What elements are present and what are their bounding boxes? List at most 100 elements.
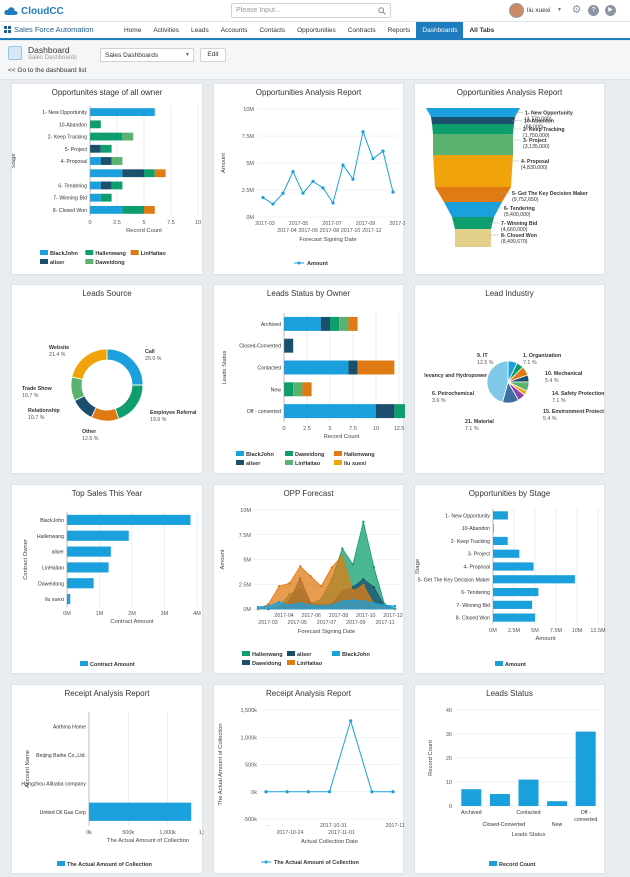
slice-pct: 12.5 % (477, 360, 494, 366)
brand-logo[interactable]: CloudCC (4, 4, 64, 18)
nav-tab-opportunities[interactable]: Opportunities (297, 27, 336, 34)
chart-card-c11[interactable]: Receipt Analysis Report -500k 0k 500k 1,000k… (213, 684, 405, 874)
bar-record-count (518, 779, 539, 806)
top-bar: CloudCC Please Input... liu xuexi ▼ ⚙ ? … (0, 0, 630, 22)
x-tick-label: 2017-04 (277, 228, 296, 234)
user-menu-chevron-icon[interactable]: ▼ (557, 7, 562, 13)
play-icon[interactable]: ▶ (605, 5, 616, 16)
bar-hallenwang (100, 193, 112, 202)
chart-card-c6[interactable]: Lead Industry 1. Organization 7.1 % 10. Mec… (414, 284, 605, 474)
bar-hallenwang (302, 382, 312, 397)
data-point (393, 604, 397, 608)
x-tick-label: 500k (122, 830, 134, 836)
chart-title: Receipt Analysis Report (266, 689, 351, 698)
dashboard-select[interactable]: Sales Dashboards ▼ (100, 48, 194, 62)
x-tick-label: 10M (572, 628, 583, 634)
bar-blackjohn (90, 169, 123, 178)
x-tick-label: 2M (128, 611, 136, 617)
data-point (331, 201, 335, 205)
chart-card-c7[interactable]: Top Sales This Year 0M 1M 2M 3M 4M BlackJohn Ha… (11, 484, 203, 674)
slice-label-levancy-and-hydropower: levancy and Hydropower (424, 373, 487, 379)
y-tick-label: 20 (446, 756, 452, 762)
chart-c3: 1- New Opportunity(1,770,000)10-Abandon(… (426, 108, 588, 247)
help-icon[interactable]: ? (588, 5, 599, 16)
y-axis-label: Record Count (428, 740, 434, 776)
x-tick-label: 2017-11 (375, 620, 394, 626)
data-point (301, 191, 305, 195)
chart-card-c9[interactable]: Opportunities by Stage 0M 2.5M 5M 7.5M 10M 12.… (414, 484, 606, 674)
data-point (341, 599, 344, 603)
nav-tab-contacts[interactable]: Contacts (259, 27, 286, 34)
nav-tab-dashboards[interactable]: Dashboards (416, 22, 464, 40)
series-line-the-actual-amount-of-collection (266, 719, 393, 793)
nav-tab-home[interactable]: Home (124, 27, 142, 34)
legend-label-amount: Amount (307, 261, 328, 267)
chart-card-c3[interactable]: Opportunities Analysis Report 1- New Oppo… (414, 83, 605, 275)
x-tick-label: 0 (88, 220, 91, 226)
avatar[interactable] (509, 3, 524, 18)
y-tick-label: 7.5M (242, 134, 255, 140)
data-point (298, 565, 302, 568)
y-tick-label: 10-Abandon (59, 122, 87, 128)
y-axis-label: Amount (220, 549, 226, 569)
x-tick-label: 0M (489, 628, 497, 634)
chart-card-c8[interactable]: OPP Forecast 0M 2.5M 5M 7.5M 10M 2017-04 2017-0… (213, 484, 404, 674)
y-tick-label: Daweidong (38, 581, 64, 587)
slice-trade-show (70, 376, 86, 402)
nav-tab-leads[interactable]: Leads (191, 27, 209, 34)
x-tick-label: Off - (581, 810, 591, 816)
chart-card-c5[interactable]: Leads Status by Owner 0 2.5 5 7.5 10 12.5 Archi… (213, 284, 405, 474)
y-axis-label: Contract Owner (23, 539, 29, 580)
chart-card-c2[interactable]: Opportunities Analysis Report 0M 2.5M 5M 7.5… (213, 83, 405, 275)
x-tick-label: 2017-10 (356, 613, 375, 619)
x-axis-label: Record Count (324, 434, 360, 440)
gear-icon[interactable]: ⚙ (571, 4, 582, 16)
bar-amount (493, 575, 575, 584)
chart-title: Top Sales This Year (71, 489, 143, 498)
nav-tab-all-tabs[interactable]: All Tabs (469, 27, 495, 34)
bar-hallenwang (348, 316, 358, 331)
legend-label-linhaitao: LinHaitao (295, 461, 321, 467)
y-tick-label: 7- Winning Bid (53, 196, 87, 202)
nav-tab-activities[interactable]: Activities (153, 27, 179, 34)
bar-daweidong (122, 132, 134, 141)
legend-swatch-contract-amount (80, 661, 88, 666)
data-point (362, 520, 365, 524)
nav-tab-contracts[interactable]: Contracts (347, 27, 376, 34)
nav-tab-reports[interactable]: Reports (387, 27, 411, 34)
data-point (298, 601, 302, 605)
y-tick-label: Off - converted (247, 409, 281, 415)
data-point (320, 604, 323, 608)
funnel-label-6-tendering: 6- Tendering (504, 206, 535, 212)
slice-label-other: Other (82, 429, 96, 435)
bar-blackjohn (90, 108, 155, 117)
data-point (288, 603, 291, 607)
y-tick-label: 0M (246, 215, 254, 221)
legend-swatch-daweidong (85, 259, 94, 264)
edit-button[interactable]: Edit (200, 48, 226, 62)
funnel-value: (3,135,000) (523, 144, 550, 150)
search-icon[interactable] (378, 7, 386, 15)
search-input[interactable]: Please Input... (231, 3, 391, 18)
legend-swatch-hallenwang (334, 451, 342, 456)
x-tick-label: 10 (195, 220, 201, 226)
funnel-segment-4-proposal (433, 155, 513, 187)
nav-tab-accounts[interactable]: Accounts (220, 27, 248, 34)
slice-label-employee-referral: Employee Referral (150, 410, 197, 416)
chart-card-c4[interactable]: Leads Source Call 25.0 % Employee Referral 1… (11, 284, 203, 474)
user-name[interactable]: liu xuexi (527, 7, 551, 14)
app-switcher[interactable]: Sales Force Automation (4, 25, 94, 34)
bar-amount (493, 536, 508, 546)
x-tick-label: converted (574, 817, 597, 823)
bar-aliser (122, 169, 144, 178)
legend-swatch-linhaitao (285, 460, 293, 465)
chart-card-c10[interactable]: Receipt Analysis Report 0k 500k 1,000k 1,500… (11, 684, 204, 874)
chart-card-c1[interactable]: Opportunites stage of all owner 0 2.5 5 7.5 1… (11, 83, 203, 275)
chart-title: Opportunities by Stage (468, 489, 551, 498)
legend-label-aliser: aliser (50, 260, 65, 266)
legend-label-daweidong: Daweidong (252, 661, 281, 667)
chart-card-c12[interactable]: Leads Status 0 10 20 30 40 Archived Contacted Of… (414, 684, 605, 874)
data-point (261, 195, 265, 200)
back-to-list-link[interactable]: << Go to the dashboard list (8, 67, 87, 74)
